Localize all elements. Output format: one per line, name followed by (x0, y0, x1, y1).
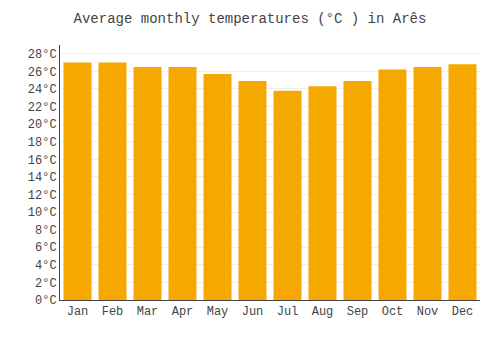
svg-text:14°C: 14°C (28, 171, 57, 185)
svg-text:May: May (207, 305, 229, 319)
svg-text:12°C: 12°C (28, 189, 57, 203)
svg-text:Jan: Jan (67, 305, 89, 319)
svg-text:Nov: Nov (417, 305, 439, 319)
svg-text:Jun: Jun (242, 305, 264, 319)
svg-text:0°C: 0°C (35, 294, 57, 308)
svg-text:Dec: Dec (452, 305, 474, 319)
svg-text:Mar: Mar (137, 305, 159, 319)
svg-text:26°C: 26°C (28, 66, 57, 80)
svg-text:Oct: Oct (382, 305, 404, 319)
svg-text:Jul: Jul (277, 305, 299, 319)
svg-text:6°C: 6°C (35, 241, 57, 255)
svg-text:24°C: 24°C (28, 83, 57, 97)
svg-text:Average monthly temperatures (: Average monthly temperatures (°C ) in Ar… (74, 11, 427, 27)
svg-text:20°C: 20°C (28, 118, 57, 132)
svg-text:2°C: 2°C (35, 277, 57, 291)
svg-text:Sep: Sep (347, 305, 369, 319)
svg-text:22°C: 22°C (28, 101, 57, 115)
svg-text:16°C: 16°C (28, 154, 57, 168)
svg-text:Aug: Aug (312, 305, 334, 319)
svg-text:Feb: Feb (102, 305, 124, 319)
svg-text:28°C: 28°C (28, 48, 57, 62)
svg-text:18°C: 18°C (28, 136, 57, 150)
svg-text:Apr: Apr (172, 305, 194, 319)
svg-text:10°C: 10°C (28, 206, 57, 220)
svg-text:4°C: 4°C (35, 259, 57, 273)
svg-text:8°C: 8°C (35, 224, 57, 238)
